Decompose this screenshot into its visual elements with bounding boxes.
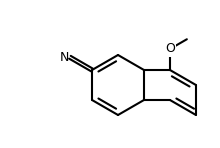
Text: N: N xyxy=(60,51,70,64)
Text: O: O xyxy=(165,42,175,56)
